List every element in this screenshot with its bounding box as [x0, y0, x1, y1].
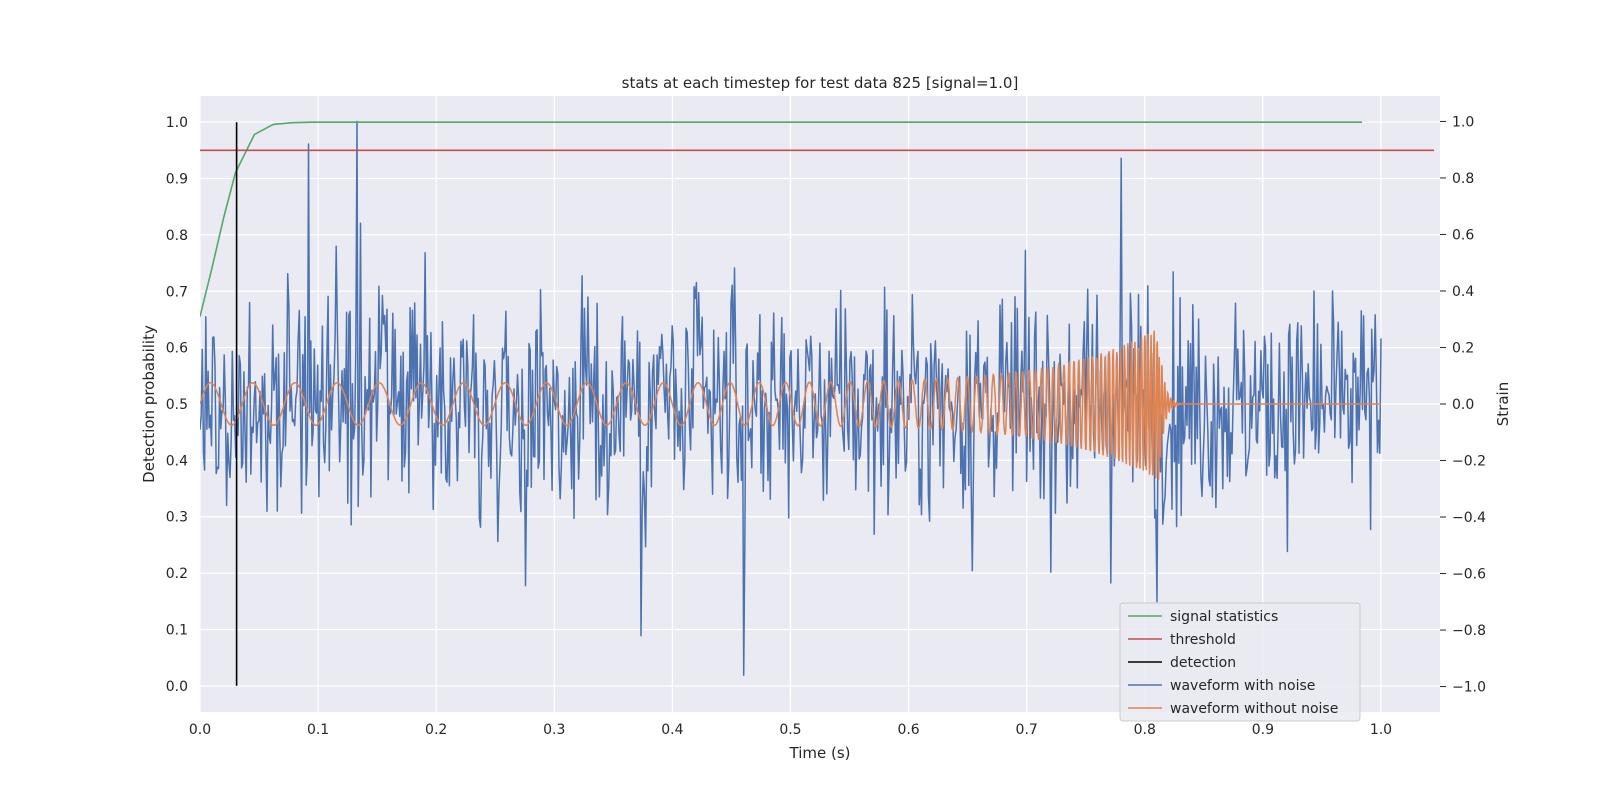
y-left-tick-label: 0.0 [166, 679, 188, 695]
y-left-tick-label: 0.9 [166, 172, 188, 188]
y-right-tick-label: 0.2 [1452, 340, 1474, 356]
y-left-axis-title: Detection probability [140, 325, 158, 483]
y-left-tick-label: 0.8 [166, 228, 188, 244]
y-right-tick-label: 0.4 [1452, 284, 1474, 300]
series-layer [200, 120, 1435, 686]
y-left-tick-label: 0.1 [166, 622, 188, 638]
x-tick-label: 1.0 [1370, 722, 1392, 738]
y-left-tick-label: 1.0 [166, 115, 188, 131]
y-right-tick-label: 1.0 [1452, 114, 1474, 130]
y-right-axis-ticks: −1.0 −0.8 −0.6 −0.4 −0.2 0.0 0.2 0.4 0.6 0.8 1.0 [1440, 114, 1486, 696]
legend-label-waveform-with-noise: waveform with noise [1170, 678, 1315, 694]
x-tick-label: 0.9 [1252, 722, 1274, 738]
x-tick-label: 0.3 [543, 722, 565, 738]
y-right-tick-label: 0.6 [1452, 227, 1474, 243]
x-tick-label: 0.7 [1016, 722, 1038, 738]
legend: signal statistics threshold detection wa… [1119, 602, 1361, 722]
y-right-tick-label: −0.8 [1452, 623, 1486, 639]
x-axis-title: Time (s) [789, 744, 851, 762]
x-tick-label: 0.5 [779, 722, 801, 738]
series-waveform-with-noise [200, 120, 1382, 677]
legend-label-detection: detection [1170, 655, 1236, 671]
y-right-tick-label: 0.8 [1452, 171, 1474, 187]
x-tick-label: 0.2 [425, 722, 447, 738]
y-left-axis-ticks: 0.0 0.1 0.2 0.3 0.4 0.5 0.6 0.7 0.8 0.9 1.0 [166, 115, 188, 695]
legend-frame [1119, 602, 1361, 722]
x-tick-label: 0.8 [1134, 722, 1156, 738]
y-left-tick-label: 0.7 [166, 284, 188, 300]
legend-label-signal-statistics: signal statistics [1170, 609, 1278, 625]
x-tick-label: 0.1 [307, 722, 329, 738]
y-right-tick-label: −0.2 [1452, 454, 1486, 470]
y-left-tick-label: 0.2 [166, 566, 188, 582]
x-tick-label: 0.4 [661, 722, 683, 738]
y-left-tick-label: 0.5 [166, 397, 188, 413]
y-left-tick-label: 0.3 [166, 510, 188, 526]
y-right-tick-label: 0.0 [1452, 397, 1474, 413]
x-tick-label: 0.0 [189, 722, 211, 738]
y-right-axis-title: Strain [1494, 382, 1512, 426]
series-signal-statistics [200, 121, 1363, 317]
x-axis-ticks: 0.0 0.1 0.2 0.3 0.4 0.5 0.6 0.7 0.8 0.9 1.0 [189, 722, 1392, 738]
y-right-tick-label: −1.0 [1452, 680, 1486, 696]
x-tick-label: 0.6 [897, 722, 919, 738]
series-waveform-without-noise [200, 330, 1381, 481]
y-left-tick-label: 0.6 [166, 341, 188, 357]
legend-label-waveform-without-noise: waveform without noise [1170, 701, 1338, 717]
y-right-tick-label: −0.4 [1452, 510, 1486, 526]
y-right-tick-label: −0.6 [1452, 567, 1486, 583]
chart-title: stats at each timestep for test data 825… [622, 74, 1019, 92]
legend-label-threshold: threshold [1170, 632, 1236, 648]
y-left-tick-label: 0.4 [166, 453, 188, 469]
